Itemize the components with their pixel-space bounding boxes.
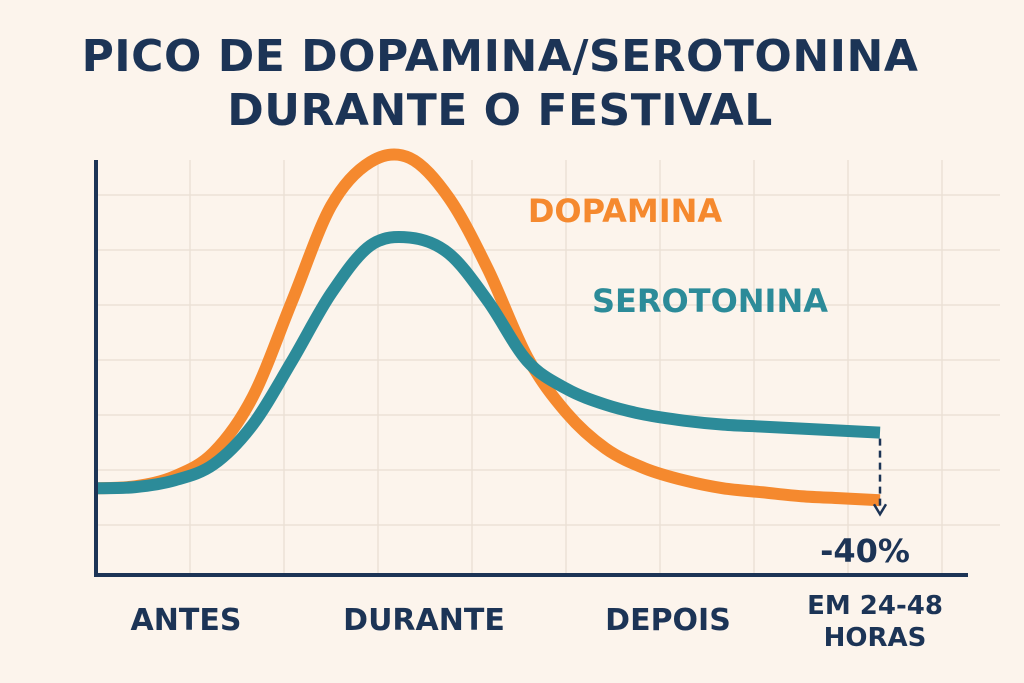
chart-axes [94,160,968,577]
chart-title-line-2: DURANTE O FESTIVAL [227,85,773,136]
x-tick-label-line: DEPOIS [605,603,731,638]
chart-annotation: -40% [820,438,910,570]
series-line-serotonina [95,230,881,495]
x-tick-label: DURANTE [343,603,505,638]
x-tick-label: EM 24-48 HORAS [807,591,943,653]
series-line-dopamina [95,148,881,507]
x-tick-label-line: DURANTE [343,603,505,638]
series-labels: DOPAMINA SEROTONINA [528,192,828,320]
annotation-label: -40% [820,532,910,570]
annotation-arrow-head [872,503,888,517]
chart-series [95,148,881,507]
x-tick-label-line: EM 24-48 [807,591,943,621]
x-tick-label-line: HORAS [824,623,927,653]
series-label-dopamina: DOPAMINA [528,192,723,230]
chart-title-line-1: PICO DE DOPAMINA/SEROTONINA [81,31,919,82]
x-tick-label: DEPOIS [605,603,731,638]
series-label-serotonina: SEROTONINA [592,282,828,320]
x-tick-label-line: ANTES [131,603,242,638]
x-tick-label: ANTES [131,603,242,638]
chart-title: PICO DE DOPAMINA/SEROTONINA DURANTE O FE… [0,30,1000,138]
x-tick-labels: ANTES DURANTE DEPOIS EM 24-48 HORAS [131,591,943,653]
